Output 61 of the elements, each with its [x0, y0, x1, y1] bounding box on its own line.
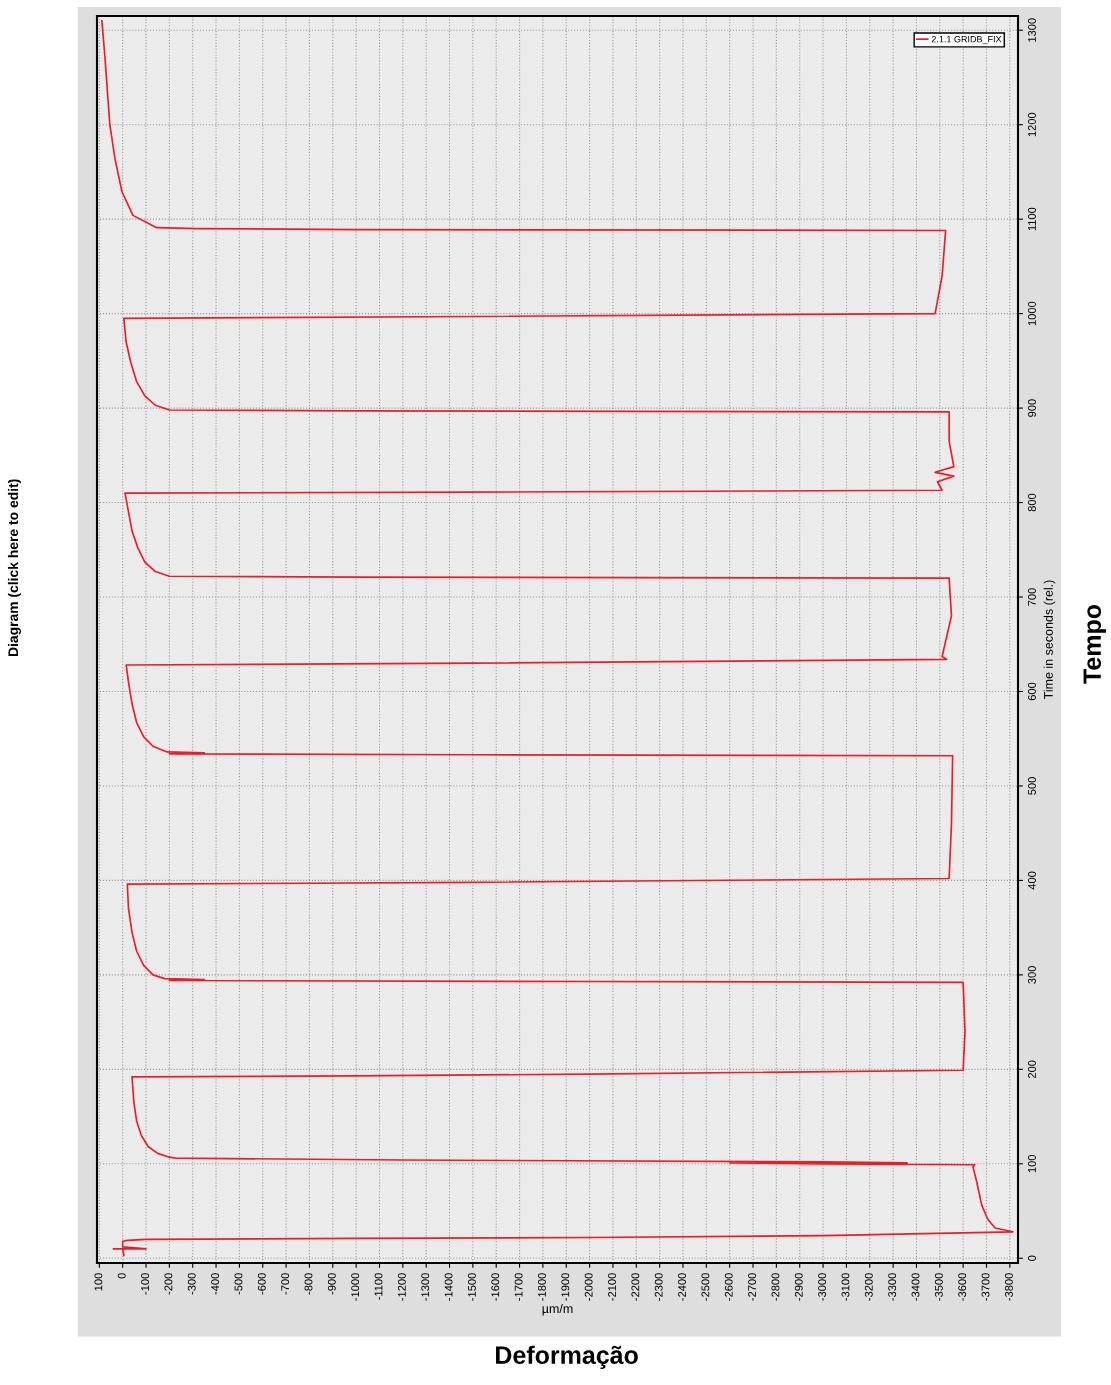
x-tick-label: -2700 — [748, 1273, 757, 1301]
text: Deformação — [496, 1345, 638, 1369]
x-tick-label: -2400 — [678, 1273, 686, 1301]
y-axis-title: Time in seconds (rel.) — [1043, 580, 1056, 700]
y-tick-label: 1200 — [1028, 112, 1036, 137]
x-tick-label: -1100 — [374, 1273, 383, 1300]
x-tick-label: -3200 — [864, 1273, 873, 1301]
x-tick-label: -200 — [164, 1273, 173, 1295]
x-tick-label: -3100 — [841, 1273, 850, 1301]
y-tick-label: 400 — [1028, 871, 1036, 890]
y-tick-label: 600 — [1028, 682, 1036, 701]
x-tick-label: -500 — [234, 1273, 243, 1295]
x-tick-label: -1400 — [444, 1273, 453, 1301]
x-tick-label: -3000 — [818, 1273, 827, 1301]
y-tick-label: 300 — [1028, 966, 1036, 984]
x-tick-label: -2200 — [631, 1273, 640, 1301]
x-tick-label: -1200 — [397, 1273, 406, 1301]
y-tick-label: 1100 — [1028, 207, 1036, 231]
x-tick-label: -3400 — [911, 1273, 920, 1301]
x-tick-label: -1000 — [351, 1273, 360, 1301]
x-tick-label: -2100 — [608, 1273, 616, 1301]
x-tick-label: -2300 — [654, 1273, 663, 1301]
x-tick-label: -900 — [327, 1273, 336, 1295]
x-tick-label: -1300 — [421, 1273, 430, 1301]
x-tick-label: -1700 — [514, 1273, 523, 1301]
x-tick-label: -2000 — [584, 1273, 593, 1301]
y-tick-label: 200 — [1028, 1060, 1036, 1079]
x-tick-label: -700 — [281, 1273, 290, 1295]
x-tick-label: -3500 — [934, 1273, 943, 1301]
y-tick-label: 500 — [1028, 777, 1036, 795]
y-tick-label: 1300 — [1028, 18, 1036, 42]
x-tick-label: -1800 — [538, 1273, 546, 1301]
x-tick-label: -300 — [187, 1273, 196, 1295]
y-tick-label: 100 — [1028, 1154, 1036, 1173]
y-tick-label: 0 — [1028, 1255, 1036, 1261]
x-tick-label: -2800 — [771, 1273, 780, 1301]
x-tick-label: 0 — [117, 1273, 126, 1279]
legend-label: 2.1.1 GRIDB_FIX — [931, 36, 1002, 45]
x-tick-label: 100 — [94, 1273, 103, 1291]
text: Diagram (click here to edit) — [7, 479, 21, 657]
y-tick-label: 700 — [1028, 588, 1036, 606]
x-tick-label: -2500 — [701, 1273, 710, 1301]
x-tick-label: -100 — [141, 1273, 149, 1295]
y-tick-label: 900 — [1028, 399, 1036, 417]
x-axis-title: µm/m — [542, 1303, 573, 1316]
x-tick-label: -1600 — [491, 1273, 500, 1301]
y-tick-label: 800 — [1028, 493, 1036, 512]
x-tick-label: -3700 — [981, 1273, 990, 1301]
line-series — [101, 19, 1014, 1257]
text: Tempo — [1083, 604, 1106, 684]
x-tick-label: -1900 — [561, 1273, 570, 1301]
y-tick-label: 1000 — [1028, 301, 1036, 326]
x-tick-label: -600 — [257, 1273, 266, 1295]
x-tick-label: -3300 — [888, 1273, 897, 1301]
x-tick-label: -400 — [211, 1273, 220, 1295]
x-tick-label: -2900 — [794, 1273, 803, 1301]
x-tick-label: -800 — [304, 1273, 313, 1295]
x-tick-label: -3800 — [1004, 1273, 1013, 1301]
x-tick-label: -2600 — [724, 1273, 733, 1301]
x-tick-label: -1500 — [467, 1273, 476, 1301]
x-tick-label: -3600 — [958, 1273, 967, 1301]
